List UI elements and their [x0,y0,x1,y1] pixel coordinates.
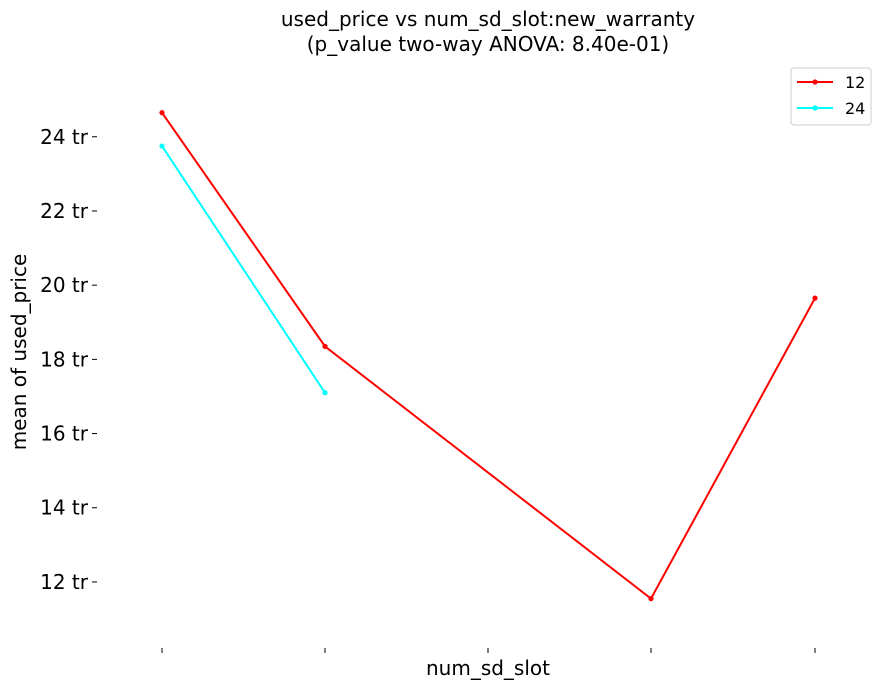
legend-label-12: 12 [845,73,865,92]
data-point-24 [322,390,328,396]
y-tick-label: 24 tr [40,125,89,149]
x-axis-label: num_sd_slot [426,656,550,680]
data-point-12 [322,343,328,349]
y-tick-label: 14 tr [40,496,89,520]
chart-title: used_price vs num_sd_slot:new_warranty [281,7,695,31]
data-point-12 [159,110,165,116]
y-tick-label: 22 tr [40,199,89,223]
y-axis: 12 tr 14 tr 16 tr 18 tr 20 tr 22 tr 24 tr [40,125,97,594]
series-line-24 [161,145,326,394]
y-tick-label: 18 tr [40,347,89,371]
data-point-12 [812,295,818,301]
y-tick-label: 16 tr [40,422,89,446]
data-point-12 [648,596,654,602]
y-tick-label: 20 tr [40,273,89,297]
data-point-24 [159,143,165,149]
legend-label-24: 24 [845,99,865,118]
y-axis-label: mean of used_price [7,254,31,451]
chart-subtitle: (p_value two-way ANOVA: 8.40e-01) [307,32,669,56]
series-line-12 [161,112,816,601]
y-tick-label: 12 tr [40,570,89,594]
legend-marker-12 [812,79,818,85]
x-axis [161,648,816,653]
legend-marker-24 [812,105,818,111]
series-layer [159,110,818,602]
